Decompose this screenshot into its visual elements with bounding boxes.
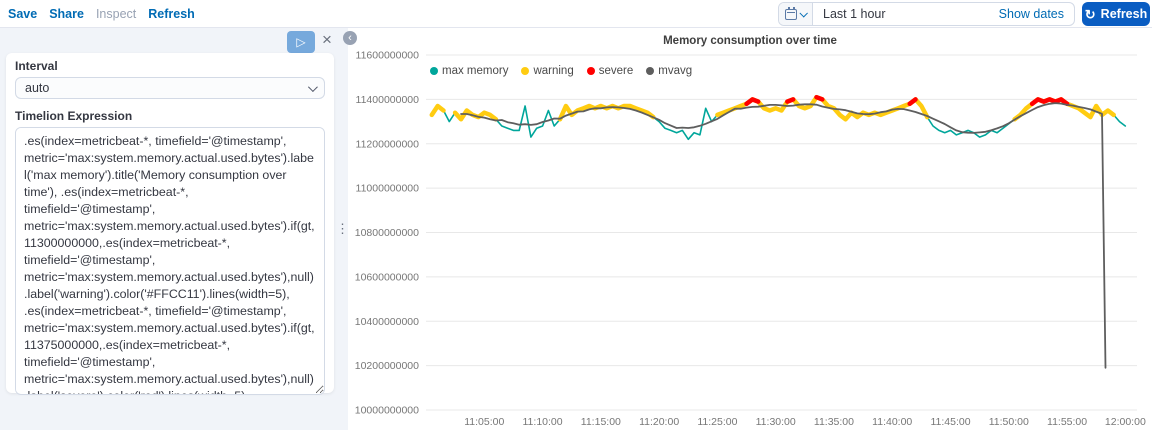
top-toolbar: Save Share Inspect Refresh Last 1 hour S… xyxy=(0,0,1152,28)
chart-panel: Memory consumption over time 11600000000… xyxy=(348,28,1152,430)
legend-item-mvavg: mvavg xyxy=(646,65,692,77)
collapse-panel-button[interactable]: ‹ xyxy=(343,31,357,45)
refresh-button-label: Refresh xyxy=(1100,7,1148,21)
y-axis-tick-label: 10600000000 xyxy=(355,271,419,283)
chevron-down-icon xyxy=(799,9,808,18)
y-axis-tick-label: 11400000000 xyxy=(356,94,420,106)
legend-label: mvavg xyxy=(658,65,693,77)
close-icon[interactable]: × xyxy=(322,30,332,49)
x-axis-tick-label: 11:50:00 xyxy=(989,416,1029,428)
interval-label: Interval xyxy=(15,59,58,73)
legend-label: severe xyxy=(598,65,634,77)
legend-item-severe: severe xyxy=(586,65,634,77)
x-axis-tick-label: 11:35:00 xyxy=(814,416,854,428)
legend-item-warning: warning xyxy=(521,65,574,77)
refresh-link-button[interactable]: Refresh xyxy=(148,7,195,21)
play-button[interactable]: ▷ xyxy=(287,31,315,53)
timelion-expression-input[interactable]: .es(index=metricbeat-*, timefield='@time… xyxy=(15,127,325,395)
series-warning-line xyxy=(429,103,446,118)
refresh-icon: ↻ xyxy=(1084,6,1096,22)
y-axis-tick-label: 11000000000 xyxy=(356,183,420,195)
save-button[interactable]: Save xyxy=(8,7,38,21)
time-range-value[interactable]: Last 1 hour xyxy=(823,7,886,21)
legend-label: warning xyxy=(533,65,574,77)
play-icon: ▷ xyxy=(296,35,306,49)
toolbar-links: Save Share Inspect Refresh xyxy=(0,0,1152,28)
interval-value: auto xyxy=(25,81,50,95)
y-axis-tick-label: 10800000000 xyxy=(355,227,419,239)
x-axis-tick-label: 11:10:00 xyxy=(523,416,563,428)
y-axis-tick-label: 10000000000 xyxy=(355,405,419,417)
y-axis-tick-label: 11200000000 xyxy=(356,138,420,150)
series-mvavg-line xyxy=(460,102,1107,369)
chart-legend: max memory warning severe mvavg xyxy=(430,65,692,77)
super-date-picker: Last 1 hour Show dates xyxy=(778,2,1075,26)
series-severe-line xyxy=(814,94,825,102)
x-axis-tick-label: 11:30:00 xyxy=(756,416,796,428)
chart-title: Memory consumption over time xyxy=(663,35,837,47)
interval-select[interactable]: auto xyxy=(15,77,325,99)
calendar-menu-button[interactable] xyxy=(779,3,813,25)
chevron-down-icon xyxy=(307,81,318,92)
x-axis-tick-label: 11:45:00 xyxy=(930,416,970,428)
expression-card: Interval auto Timelion Expression .es(in… xyxy=(6,53,334,395)
y-axis-tick-label: 10200000000 xyxy=(355,360,419,372)
legend-dot-icon xyxy=(430,67,438,75)
panel-resizer-handle[interactable]: ⋮ xyxy=(336,221,349,236)
inspect-button[interactable]: Inspect xyxy=(95,7,137,21)
legend-dot-icon xyxy=(646,67,655,75)
y-axis-tick-label: 10400000000 xyxy=(355,316,419,328)
legend-label: max memory xyxy=(442,65,509,77)
series-severe-line xyxy=(907,97,918,107)
x-axis-tick-label: 11:05:00 xyxy=(464,416,504,428)
legend-dot-icon xyxy=(521,67,530,75)
timelion-editor-sidebar: ▷ × Interval auto Timelion Expression .e… xyxy=(0,28,349,430)
x-axis-tick-label: 11:20:00 xyxy=(639,416,679,428)
legend-item-max-memory: max memory xyxy=(430,65,508,77)
series-severe-line xyxy=(744,97,761,107)
series-severe-line xyxy=(1029,97,1070,107)
show-dates-button[interactable]: Show dates xyxy=(998,7,1064,21)
x-axis-tick-label: 11:40:00 xyxy=(872,416,912,428)
x-axis-tick-label: 11:25:00 xyxy=(697,416,737,428)
share-button[interactable]: Share xyxy=(49,7,84,21)
memory-chart-svg: 11600000000 11400000000 11200000000 1100000… xyxy=(355,50,1146,429)
y-axis-tick-label: 11600000000 xyxy=(356,50,420,62)
refresh-button[interactable]: ↻ Refresh xyxy=(1082,2,1150,26)
legend-dot-icon xyxy=(586,67,595,75)
calendar-icon xyxy=(785,6,797,20)
series-max-memory-line xyxy=(431,96,1127,141)
x-axis-tick-label: 12:00:00 xyxy=(1105,416,1146,428)
series-severe-line xyxy=(785,97,796,104)
expression-label: Timelion Expression xyxy=(15,109,133,123)
x-axis-tick-label: 11:15:00 xyxy=(581,416,621,428)
x-axis-tick-label: 11:55:00 xyxy=(1047,416,1087,428)
